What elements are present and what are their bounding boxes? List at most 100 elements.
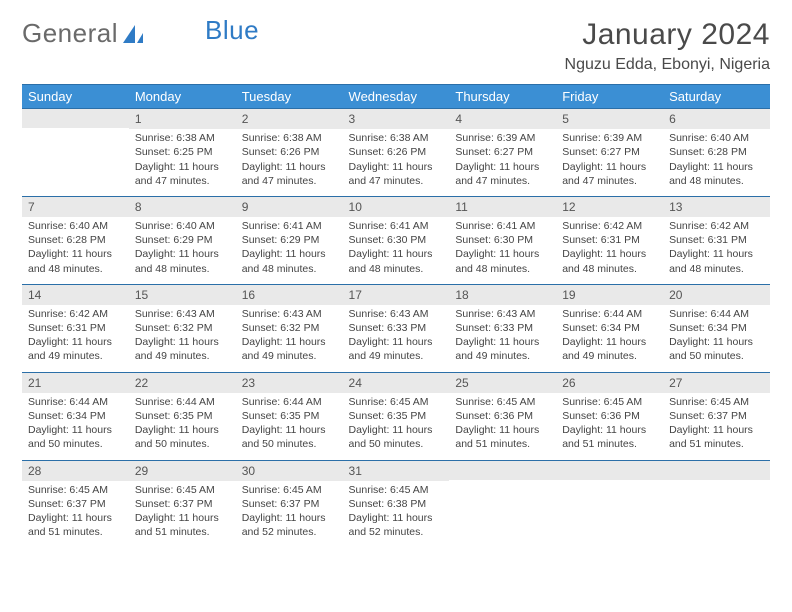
day-content: Sunrise: 6:41 AMSunset: 6:30 PMDaylight:…: [449, 217, 556, 284]
day-number: 8: [129, 196, 236, 217]
day-number: 28: [22, 460, 129, 481]
sunrise-text: Sunrise: 6:38 AM: [135, 131, 230, 145]
day-number: 2: [236, 108, 343, 129]
calendar-day-cell: 28Sunrise: 6:45 AMSunset: 6:37 PMDayligh…: [22, 460, 129, 548]
day-number: 1: [129, 108, 236, 129]
sunset-text: Sunset: 6:32 PM: [135, 321, 230, 335]
day-number: 22: [129, 372, 236, 393]
calendar-day-cell: 11Sunrise: 6:41 AMSunset: 6:30 PMDayligh…: [449, 196, 556, 284]
calendar-day-cell: 13Sunrise: 6:42 AMSunset: 6:31 PMDayligh…: [663, 196, 770, 284]
sunrise-text: Sunrise: 6:40 AM: [669, 131, 764, 145]
sunrise-text: Sunrise: 6:43 AM: [242, 307, 337, 321]
daylight-text: and 52 minutes.: [349, 525, 444, 539]
sunset-text: Sunset: 6:32 PM: [242, 321, 337, 335]
sunset-text: Sunset: 6:29 PM: [135, 233, 230, 247]
calendar-day-cell: 10Sunrise: 6:41 AMSunset: 6:30 PMDayligh…: [343, 196, 450, 284]
sunrise-text: Sunrise: 6:41 AM: [349, 219, 444, 233]
sunrise-text: Sunrise: 6:38 AM: [242, 131, 337, 145]
sunset-text: Sunset: 6:27 PM: [455, 145, 550, 159]
calendar-day-cell: [663, 460, 770, 548]
title-block: January 2024 Nguzu Edda, Ebonyi, Nigeria: [565, 18, 770, 74]
day-content: Sunrise: 6:43 AMSunset: 6:33 PMDaylight:…: [449, 305, 556, 372]
sunset-text: Sunset: 6:36 PM: [455, 409, 550, 423]
daylight-text: and 49 minutes.: [135, 349, 230, 363]
sunrise-text: Sunrise: 6:43 AM: [135, 307, 230, 321]
weekday-header: Monday: [129, 85, 236, 109]
daylight-text: Daylight: 11 hours: [455, 423, 550, 437]
day-content: Sunrise: 6:44 AMSunset: 6:35 PMDaylight:…: [129, 393, 236, 460]
sunset-text: Sunset: 6:27 PM: [562, 145, 657, 159]
day-number: 17: [343, 284, 450, 305]
daylight-text: and 52 minutes.: [242, 525, 337, 539]
calendar-day-cell: 22Sunrise: 6:44 AMSunset: 6:35 PMDayligh…: [129, 372, 236, 460]
daylight-text: and 49 minutes.: [242, 349, 337, 363]
calendar-day-cell: 8 Sunrise: 6:40 AMSunset: 6:29 PMDaylight…: [129, 196, 236, 284]
day-number: 11: [449, 196, 556, 217]
sunrise-text: Sunrise: 6:45 AM: [562, 395, 657, 409]
calendar-day-cell: 15Sunrise: 6:43 AMSunset: 6:32 PMDayligh…: [129, 284, 236, 372]
daylight-text: Daylight: 11 hours: [135, 247, 230, 261]
daylight-text: and 47 minutes.: [135, 174, 230, 188]
daylight-text: Daylight: 11 hours: [135, 160, 230, 174]
weekday-header: Friday: [556, 85, 663, 109]
daylight-text: Daylight: 11 hours: [455, 247, 550, 261]
day-content: Sunrise: 6:45 AMSunset: 6:37 PMDaylight:…: [129, 481, 236, 548]
calendar-day-cell: 19Sunrise: 6:44 AMSunset: 6:34 PMDayligh…: [556, 284, 663, 372]
daylight-text: Daylight: 11 hours: [669, 335, 764, 349]
daylight-text: Daylight: 11 hours: [562, 423, 657, 437]
brand-logo: General Blue: [22, 18, 259, 49]
calendar-day-cell: 30Sunrise: 6:45 AMSunset: 6:37 PMDayligh…: [236, 460, 343, 548]
daylight-text: Daylight: 11 hours: [28, 247, 123, 261]
sunset-text: Sunset: 6:37 PM: [669, 409, 764, 423]
day-number: 18: [449, 284, 556, 305]
daylight-text: Daylight: 11 hours: [28, 423, 123, 437]
sunset-text: Sunset: 6:34 PM: [28, 409, 123, 423]
calendar-day-cell: 25Sunrise: 6:45 AMSunset: 6:36 PMDayligh…: [449, 372, 556, 460]
daylight-text: and 51 minutes.: [455, 437, 550, 451]
day-number: 4: [449, 108, 556, 129]
daylight-text: and 50 minutes.: [242, 437, 337, 451]
sunrise-text: Sunrise: 6:44 AM: [135, 395, 230, 409]
daylight-text: and 49 minutes.: [349, 349, 444, 363]
weekday-header: Tuesday: [236, 85, 343, 109]
sunset-text: Sunset: 6:29 PM: [242, 233, 337, 247]
day-number: 14: [22, 284, 129, 305]
month-title: January 2024: [565, 18, 770, 52]
calendar-day-cell: 18Sunrise: 6:43 AMSunset: 6:33 PMDayligh…: [449, 284, 556, 372]
calendar-day-cell: 17Sunrise: 6:43 AMSunset: 6:33 PMDayligh…: [343, 284, 450, 372]
day-number: 21: [22, 372, 129, 393]
day-content: Sunrise: 6:40 AMSunset: 6:28 PMDaylight:…: [22, 217, 129, 284]
daylight-text: and 48 minutes.: [669, 174, 764, 188]
calendar-day-cell: [449, 460, 556, 548]
calendar-day-cell: 5Sunrise: 6:39 AMSunset: 6:27 PMDaylight…: [556, 108, 663, 196]
sunset-text: Sunset: 6:26 PM: [242, 145, 337, 159]
daylight-text: Daylight: 11 hours: [669, 423, 764, 437]
day-number: 9: [236, 196, 343, 217]
calendar-week-row: 7Sunrise: 6:40 AMSunset: 6:28 PMDaylight…: [22, 196, 770, 284]
day-content: [663, 480, 770, 538]
day-content: Sunrise: 6:43 AMSunset: 6:32 PMDaylight:…: [129, 305, 236, 372]
daylight-text: and 48 minutes.: [455, 262, 550, 276]
day-content: Sunrise: 6:38 AMSunset: 6:25 PMDaylight:…: [129, 129, 236, 196]
daylight-text: Daylight: 11 hours: [349, 247, 444, 261]
day-content: Sunrise: 6:45 AMSunset: 6:36 PMDaylight:…: [556, 393, 663, 460]
daylight-text: and 50 minutes.: [669, 349, 764, 363]
sunset-text: Sunset: 6:33 PM: [349, 321, 444, 335]
daylight-text: and 48 minutes.: [135, 262, 230, 276]
day-content: Sunrise: 6:43 AMSunset: 6:33 PMDaylight:…: [343, 305, 450, 372]
daylight-text: and 50 minutes.: [349, 437, 444, 451]
day-content: Sunrise: 6:45 AMSunset: 6:37 PMDaylight:…: [663, 393, 770, 460]
sunset-text: Sunset: 6:25 PM: [135, 145, 230, 159]
daylight-text: and 48 minutes.: [349, 262, 444, 276]
day-content: Sunrise: 6:39 AMSunset: 6:27 PMDaylight:…: [449, 129, 556, 196]
sunrise-text: Sunrise: 6:43 AM: [349, 307, 444, 321]
day-content: Sunrise: 6:44 AMSunset: 6:34 PMDaylight:…: [556, 305, 663, 372]
day-content: Sunrise: 6:42 AMSunset: 6:31 PMDaylight:…: [22, 305, 129, 372]
sunrise-text: Sunrise: 6:45 AM: [28, 483, 123, 497]
sunrise-text: Sunrise: 6:44 AM: [242, 395, 337, 409]
sunset-text: Sunset: 6:30 PM: [455, 233, 550, 247]
day-content: Sunrise: 6:38 AMSunset: 6:26 PMDaylight:…: [236, 129, 343, 196]
sunrise-text: Sunrise: 6:42 AM: [562, 219, 657, 233]
day-content: [22, 128, 129, 186]
sunrise-text: Sunrise: 6:40 AM: [135, 219, 230, 233]
